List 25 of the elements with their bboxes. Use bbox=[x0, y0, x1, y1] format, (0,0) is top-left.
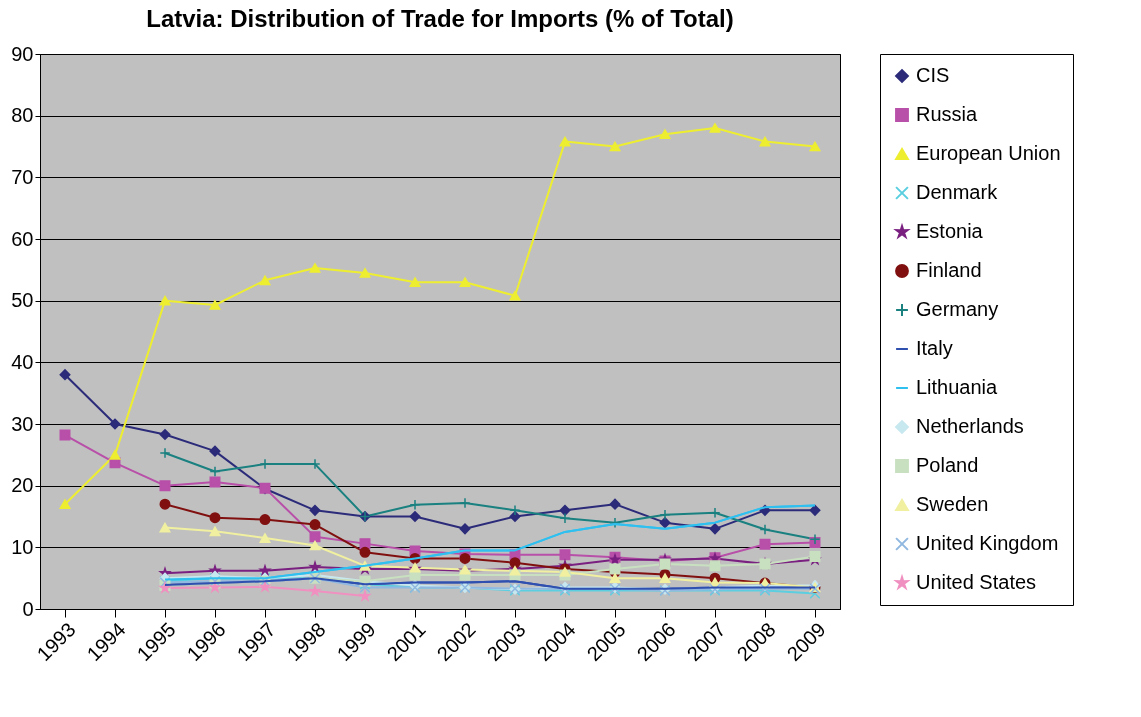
legend-label: Italy bbox=[916, 337, 953, 359]
y-tick-label: 80 bbox=[11, 104, 34, 127]
legend-label: United States bbox=[916, 571, 1037, 593]
legend-label: Sweden bbox=[916, 493, 989, 515]
y-tick-label: 60 bbox=[11, 227, 34, 250]
chart-title: Latvia: Distribution of Trade for Imports (% of Total) bbox=[146, 5, 734, 32]
legend-label: Netherlands bbox=[916, 415, 1024, 437]
y-tick-label: 0 bbox=[22, 597, 34, 620]
legend-label: European Union bbox=[916, 142, 1061, 164]
legend-label: Lithuania bbox=[916, 376, 999, 398]
legend-label: Denmark bbox=[916, 181, 999, 203]
legend-label: United Kingdom bbox=[916, 532, 1059, 554]
y-tick-label: 70 bbox=[11, 165, 34, 188]
legend-label: Finland bbox=[916, 259, 982, 281]
y-tick-label: 50 bbox=[11, 289, 34, 312]
y-tick-label: 20 bbox=[11, 474, 34, 497]
legend-label: Poland bbox=[916, 454, 979, 476]
legend-label: CIS bbox=[916, 64, 950, 86]
legend-label: Estonia bbox=[916, 220, 984, 242]
legend-label: Russia bbox=[916, 103, 979, 125]
y-tick-label: 40 bbox=[11, 350, 34, 373]
y-tick-label: 90 bbox=[11, 42, 34, 65]
legend-label: Germany bbox=[916, 298, 999, 320]
y-tick-label: 30 bbox=[11, 412, 34, 435]
y-tick-label: 10 bbox=[11, 535, 34, 558]
